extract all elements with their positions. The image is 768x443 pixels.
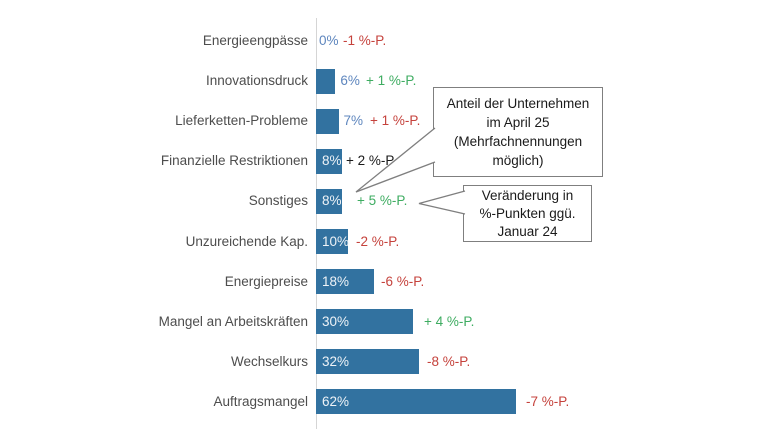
value-label: 0% — [319, 33, 339, 48]
bar — [316, 349, 420, 375]
callout-share: Anteil der Unternehmen im April 25 (Mehr… — [433, 87, 603, 177]
change-label: -6 %-P. — [381, 273, 425, 289]
bar — [316, 269, 374, 295]
callout-change-text: Veränderung in %-Punkten ggü. Januar 24 — [479, 187, 576, 239]
category-label: Finanzielle Restriktionen — [160, 153, 308, 169]
category-label: Innovationsdruck — [205, 73, 308, 89]
category-label: Wechselkurs — [230, 353, 308, 369]
bar — [316, 229, 349, 254]
bar — [316, 309, 413, 335]
change-label: -2 %-P. — [356, 233, 400, 249]
bar — [316, 68, 336, 94]
value-label: 6% — [340, 73, 360, 89]
callout-change: Veränderung in %-Punkten ggü. Januar 24 — [463, 185, 592, 242]
change-label: -8 %-P. — [427, 353, 471, 369]
change-label: + 4 %-P. — [424, 313, 475, 329]
value-label: 62% — [322, 393, 350, 409]
callout-share-text: Anteil der Unternehmen im April 25 (Mehr… — [446, 96, 590, 168]
category-label: Auftragsmangel — [213, 393, 308, 409]
value-label: 8% — [322, 153, 342, 169]
value-label: 18% — [322, 273, 350, 289]
change-label: -1 %-P. — [343, 33, 387, 48]
value-label: 10% — [322, 233, 350, 249]
category-label: Mangel an Arbeitskräften — [158, 313, 308, 329]
category-label: Unzureichende Kap. — [185, 233, 308, 249]
value-label: 8% — [322, 193, 342, 209]
category-label: Energieengpässe — [202, 33, 308, 48]
value-label: 32% — [322, 353, 350, 369]
change-label: + 2 %-P. — [346, 153, 397, 169]
callout-change-pointer-icon — [418, 190, 466, 215]
bar — [316, 148, 342, 174]
category-label: Lieferketten-Probleme — [175, 113, 308, 129]
value-label: 7% — [343, 113, 364, 129]
category-label: Energiepreise — [224, 273, 308, 289]
value-label: 30% — [322, 313, 350, 329]
change-label: -7 %-P. — [526, 393, 570, 409]
change-label: + 5 %-P. — [357, 193, 408, 209]
bar — [316, 108, 339, 134]
y-axis-line — [315, 18, 317, 429]
category-label: Sonstiges — [248, 193, 308, 209]
bar — [316, 389, 516, 415]
change-label: + 1 %-P. — [366, 73, 417, 89]
bar — [316, 188, 342, 214]
change-label: + 1 %-P. — [370, 113, 421, 129]
